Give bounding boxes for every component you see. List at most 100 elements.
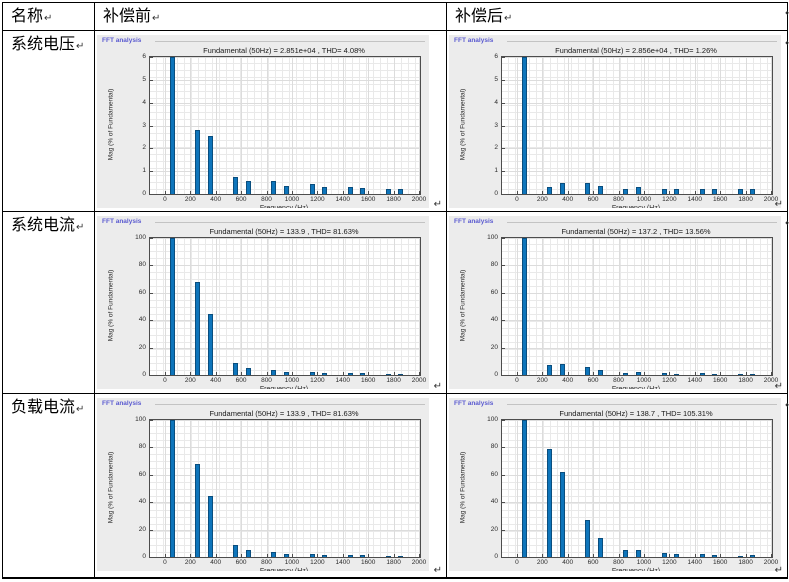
x-tick-mark (266, 372, 268, 375)
bar (233, 363, 239, 375)
bar (737, 188, 743, 194)
x-tick-mark (567, 554, 569, 557)
grid-line (419, 420, 420, 557)
header-name-label: 名称 (11, 8, 44, 25)
y-axis-label: Mag (% of Fundamental) (459, 451, 467, 523)
grid-line (317, 238, 319, 375)
x-tick-mark (593, 554, 595, 557)
x-tick-mark (164, 191, 166, 194)
bar (750, 555, 756, 557)
chart-title: Fundamental (50Hz) = 133.9 , THD= 81.63% (209, 227, 359, 236)
x-tick-mark (342, 554, 344, 557)
y-axis-label: Mag (% of Fundamental) (459, 88, 467, 160)
bar (661, 372, 667, 375)
y-axis-label: Mag (% of Fundamental) (459, 269, 467, 341)
y-tick-label: 0 (142, 190, 146, 197)
x-tick-label: 1600 (712, 196, 728, 203)
table-header-row: 名称↵ 补偿前↵ 补偿后↵ (2, 2, 788, 31)
x-tick-label: 1200 (662, 377, 677, 384)
y-tick-mark (502, 57, 505, 58)
y-tick-mark (150, 265, 153, 267)
y-tick-mark (150, 502, 153, 504)
fft-figure-syscurrent-before: FFT analysis Fundamental (50Hz) = 133.9 ,… (97, 216, 429, 389)
y-tick-label: 5 (142, 75, 146, 83)
x-tick-label: 0 (515, 559, 519, 566)
y-tick-label: 5 (494, 75, 498, 83)
bar (195, 130, 201, 194)
x-tick-label: 200 (184, 377, 196, 384)
y-tick-mark (150, 420, 153, 421)
plot-area (149, 419, 421, 558)
grid-line (342, 238, 344, 375)
y-tick-mark (150, 347, 153, 349)
chart-cell: FFT analysis Fundamental (50Hz) = 2.851e+… (94, 30, 447, 212)
y-tick-label: 4 (494, 98, 498, 106)
y-tick-mark (502, 375, 505, 376)
x-tick-label: 400 (210, 196, 222, 203)
x-tick-mark (393, 372, 395, 375)
header-cell-before: 补偿前↵ (94, 2, 447, 31)
grid-line (502, 502, 772, 504)
bar (169, 57, 175, 194)
x-tick-mark (643, 554, 645, 557)
x-axis-label: Frequency (Hz) (149, 205, 419, 208)
bar (195, 463, 201, 557)
bar (559, 472, 565, 557)
y-tick-mark (502, 125, 505, 127)
x-tick-mark (190, 372, 192, 375)
grid-line (502, 102, 772, 104)
bar (398, 188, 404, 194)
plot-area (501, 419, 773, 558)
bar (597, 186, 603, 194)
grid-line (419, 238, 420, 375)
x-tick-mark (618, 554, 620, 557)
paragraph-mark: ↵ (433, 199, 442, 210)
bar (712, 373, 718, 375)
bar (385, 188, 391, 194)
grid-line (516, 420, 518, 557)
grid-line (669, 238, 671, 375)
x-tick-label: 200 (536, 196, 548, 203)
grid-line (643, 238, 645, 375)
x-tick-mark (694, 191, 696, 194)
y-tick-mark (150, 447, 153, 449)
grid-line (502, 265, 772, 267)
bar (360, 187, 366, 194)
fft-figure-loadcurrent-before: FFT analysis Fundamental (50Hz) = 133.9 ,… (97, 398, 429, 571)
row-label-load-current: 负载电流 (11, 399, 76, 416)
y-tick-mark (150, 79, 153, 81)
bar (284, 186, 290, 194)
grid-line (502, 474, 772, 476)
y-tick-label: 0 (494, 190, 498, 197)
chart-cell: FFT analysis Fundamental (50Hz) = 2.856e+… (446, 30, 788, 212)
grid-line (150, 447, 420, 449)
y-tick-label: 100 (487, 416, 498, 423)
grid-line (150, 474, 420, 476)
y-tick-mark (150, 171, 153, 173)
x-tick-mark (694, 554, 696, 557)
grid-line (502, 125, 772, 127)
x-tick-label: 1200 (310, 196, 325, 203)
paragraph-mark: ↵ (433, 565, 442, 576)
x-tick-label: 1000 (636, 559, 652, 566)
grid-line (567, 238, 569, 375)
grid-line (150, 529, 420, 531)
x-tick-mark (720, 372, 722, 375)
bar (636, 187, 642, 194)
grid-line (291, 238, 293, 375)
x-tick-label: 1800 (738, 196, 753, 203)
chart-cell: FFT analysis Fundamental (50Hz) = 137.2 ,… (446, 211, 788, 394)
y-tick-mark (502, 265, 505, 267)
x-tick-mark (771, 554, 772, 557)
x-tick-label: 2000 (411, 377, 427, 384)
bar (284, 371, 290, 375)
x-tick-label: 800 (613, 559, 624, 566)
x-tick-label: 0 (515, 196, 519, 203)
grid-line (542, 238, 544, 375)
bar (271, 369, 277, 375)
x-tick-label: 1000 (284, 196, 300, 203)
x-tick-mark (342, 372, 344, 375)
x-tick-mark (643, 372, 645, 375)
bar (347, 187, 353, 194)
grid-line (542, 420, 544, 557)
